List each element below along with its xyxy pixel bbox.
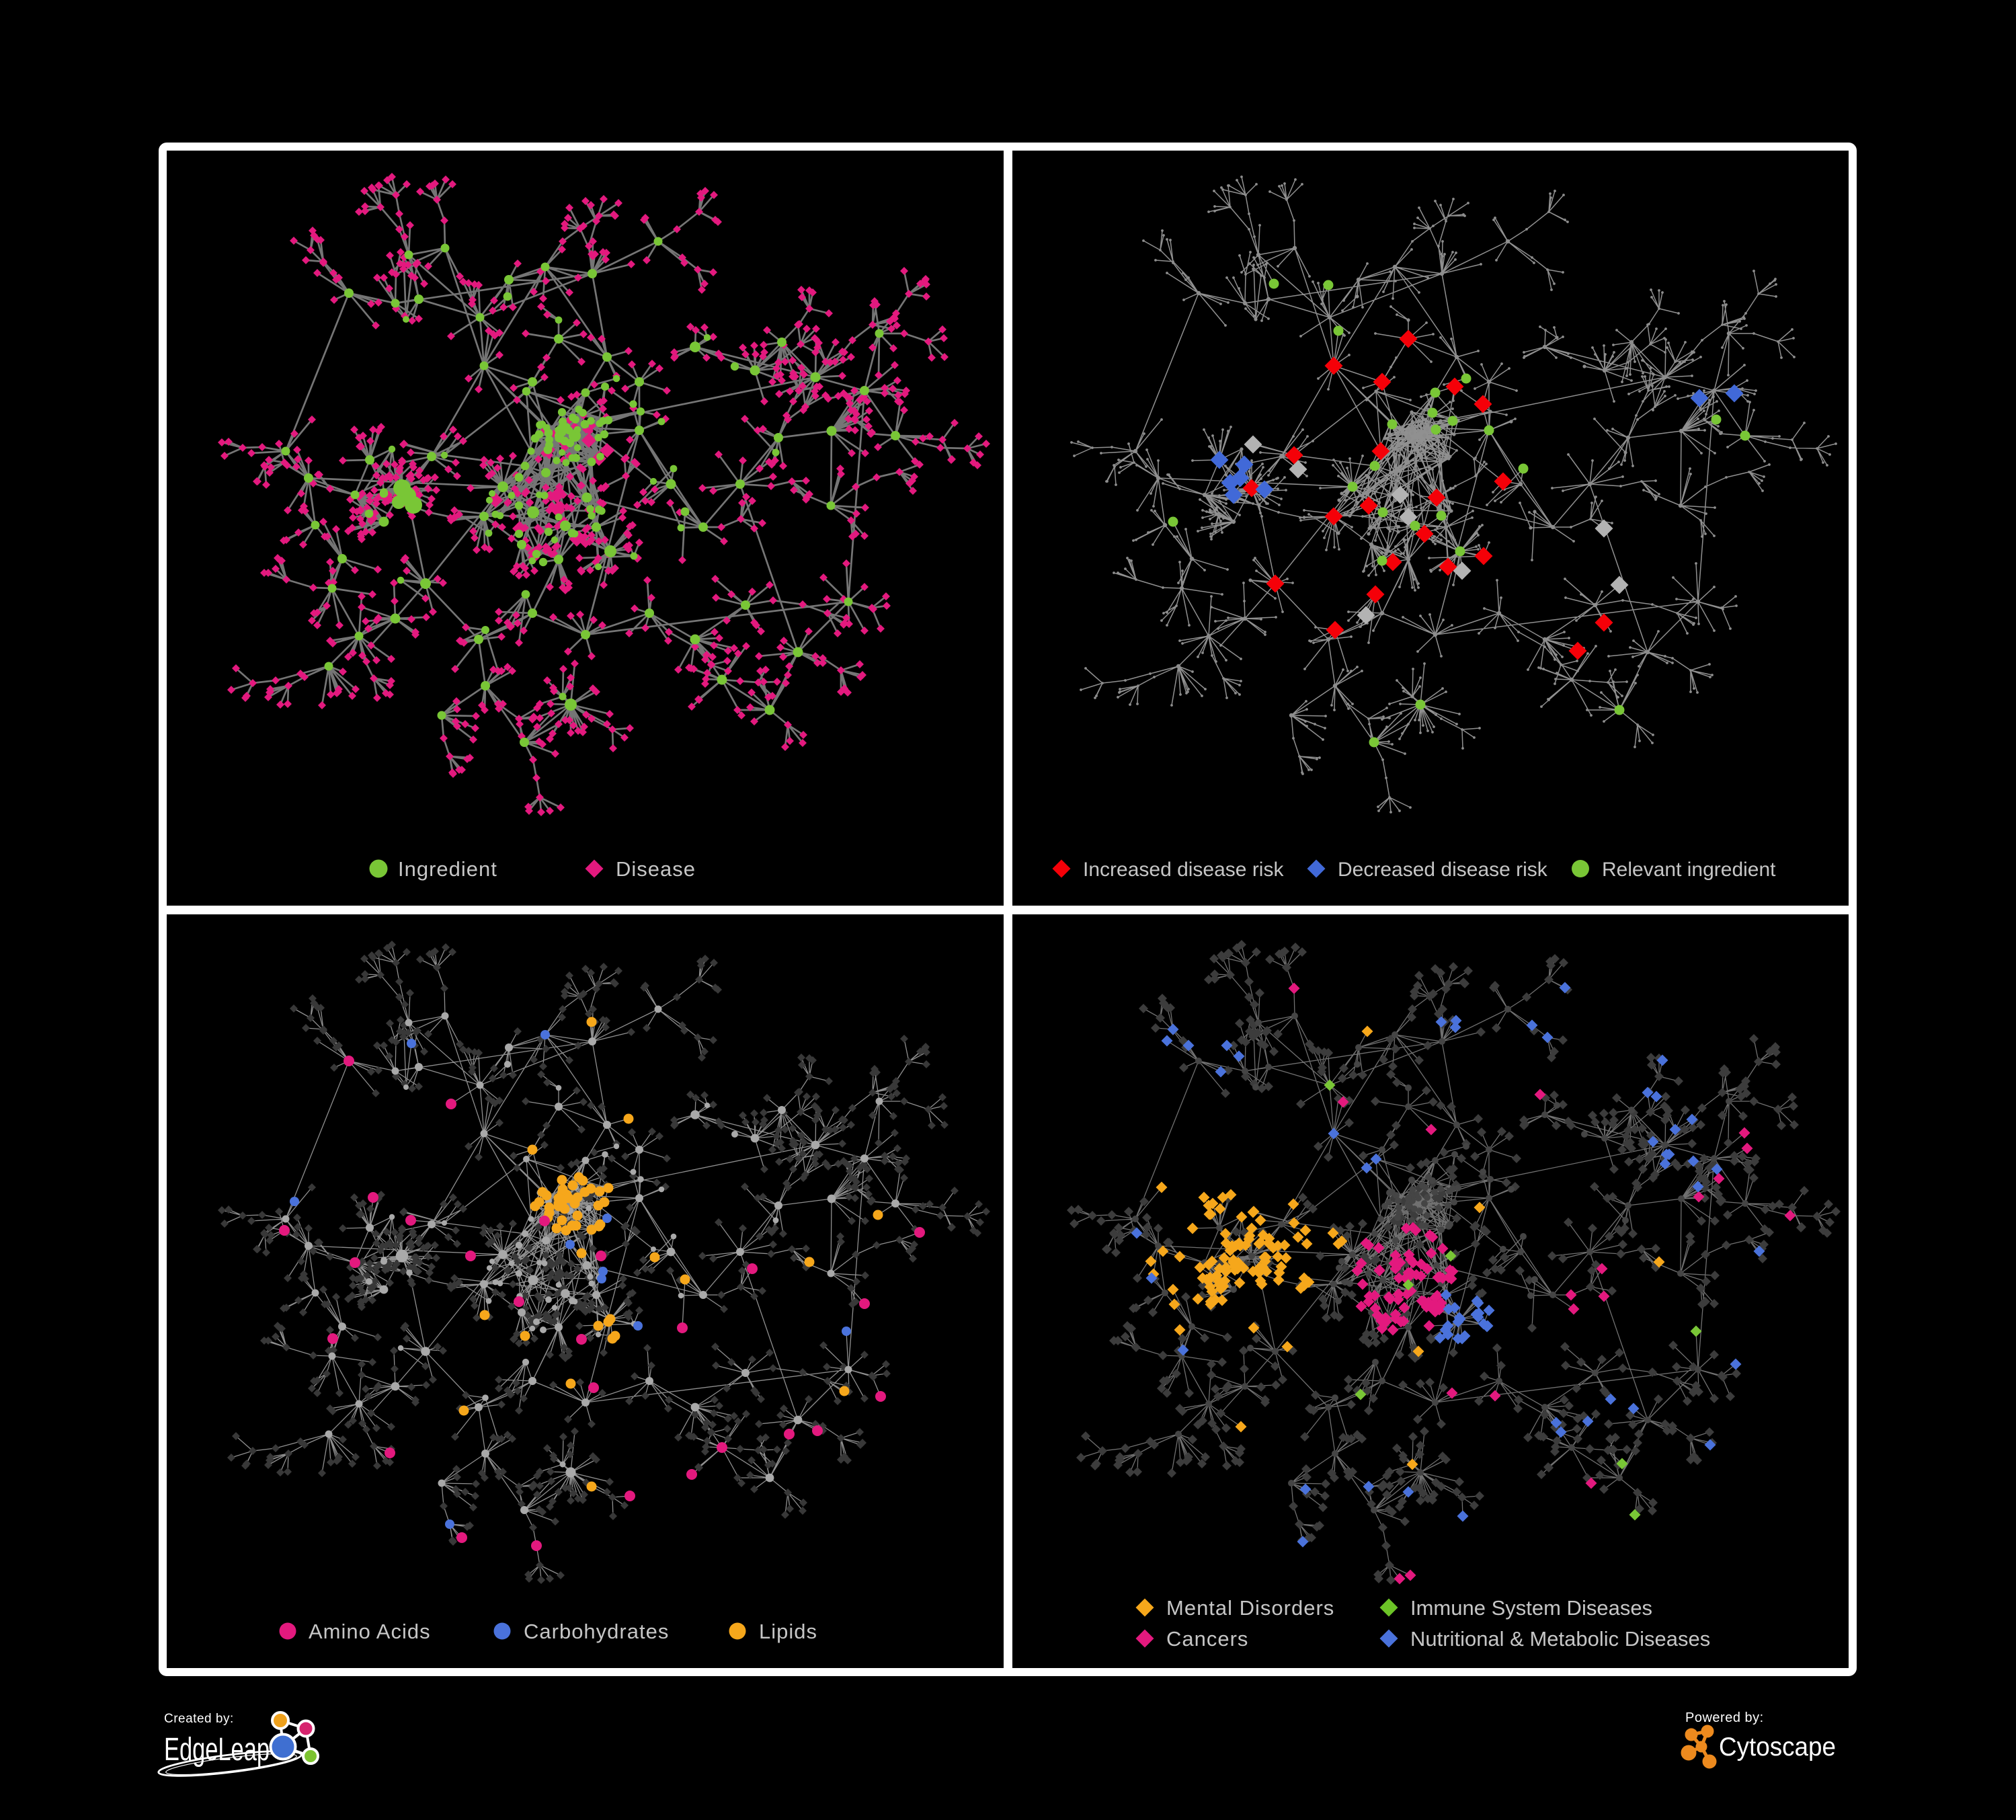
svg-text:Immune System Diseases: Immune System Diseases [1410,1596,1652,1620]
svg-text:Amino Acids: Amino Acids [309,1620,431,1643]
svg-text:Relevant ingredient: Relevant ingredient [1602,859,1776,881]
svg-text:EdgeLeap: EdgeLeap [164,1732,270,1768]
svg-text:Created by:: Created by: [164,1712,234,1726]
svg-text:Increased disease risk: Increased disease risk [1083,859,1284,881]
svg-text:Cytoscape: Cytoscape [1719,1733,1836,1762]
svg-text:Carbohydrates: Carbohydrates [524,1620,669,1643]
svg-text:Powered by:: Powered by: [1685,1710,1764,1725]
svg-text:Lipids: Lipids [759,1620,817,1643]
svg-text:Ingredient: Ingredient [398,857,497,881]
svg-text:Cancers: Cancers [1166,1627,1248,1651]
svg-text:Mental Disorders: Mental Disorders [1166,1596,1334,1620]
svg-text:Decreased disease risk: Decreased disease risk [1338,859,1548,881]
svg-text:Disease: Disease [616,857,696,881]
svg-text:Nutritional & Metabolic Diseas: Nutritional & Metabolic Diseases [1410,1627,1710,1651]
